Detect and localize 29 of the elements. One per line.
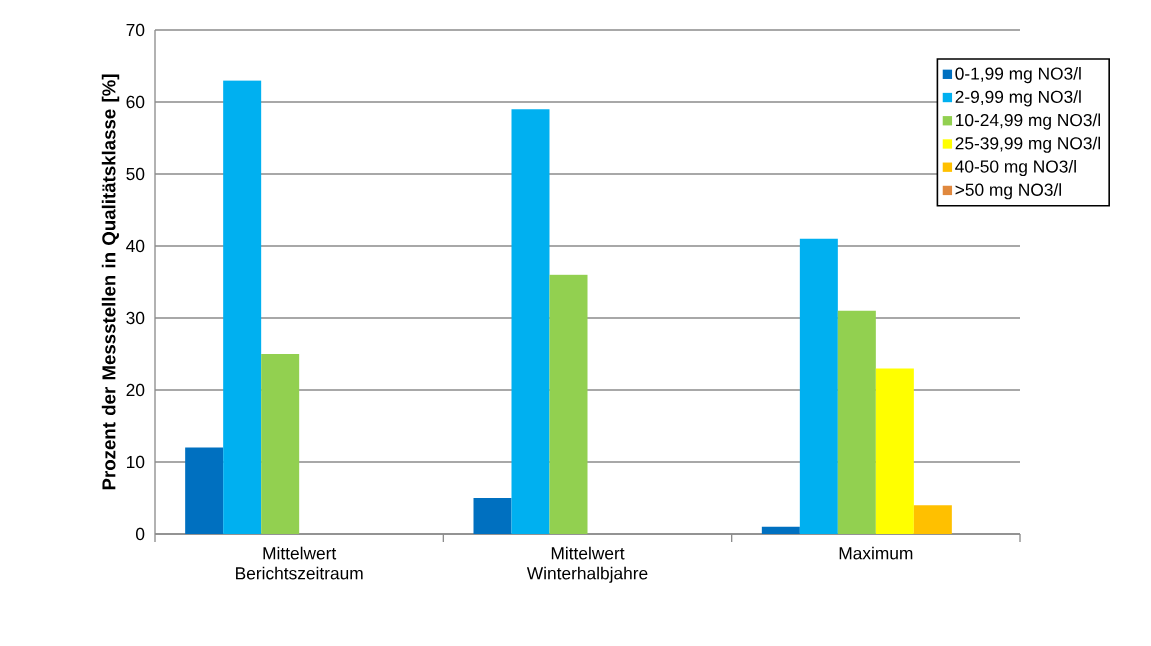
y-tick-label: 70 (126, 23, 145, 37)
y-tick-label: 40 (126, 239, 145, 253)
x-tick-label: Mittelwert Winterhalbjahre (526, 546, 648, 583)
legend-label: >50 mg NO3/l (955, 183, 1061, 200)
y-tick-label: 20 (126, 383, 145, 397)
y-tick-label: 60 (126, 95, 145, 109)
bar (223, 80, 262, 534)
y-tick-label: 10 (127, 455, 145, 469)
bar (473, 498, 512, 534)
legend-label: 40-50 mg NO3/l (955, 159, 1076, 177)
bar (837, 310, 876, 534)
x-tick-label: Mittelwert Berichtszeitraum (236, 546, 363, 580)
bar (261, 354, 300, 534)
bar (511, 109, 550, 534)
legend-label: 10-24,99 mg NO3/l (956, 113, 1100, 130)
bar (185, 447, 224, 534)
bar (799, 238, 838, 534)
y-tick-label: 50 (126, 167, 145, 181)
bar (913, 505, 952, 534)
legend-label: 2-9,99 mg NO3/l (955, 90, 1081, 107)
y-tick-label: 30 (126, 311, 145, 325)
x-tick-label: Maximum (839, 546, 913, 560)
bar (875, 368, 914, 534)
bar (761, 526, 800, 534)
bar (549, 274, 588, 534)
legend-label: 0-1,99 mg NO3/l (955, 67, 1081, 84)
y-tick-label: 0 (135, 527, 145, 541)
y-axis-title: Prozent der Messstellen in Qualitätsklasse [%] (101, 74, 120, 490)
legend-label: 25-39,99 mg NO3/l (955, 136, 1100, 153)
